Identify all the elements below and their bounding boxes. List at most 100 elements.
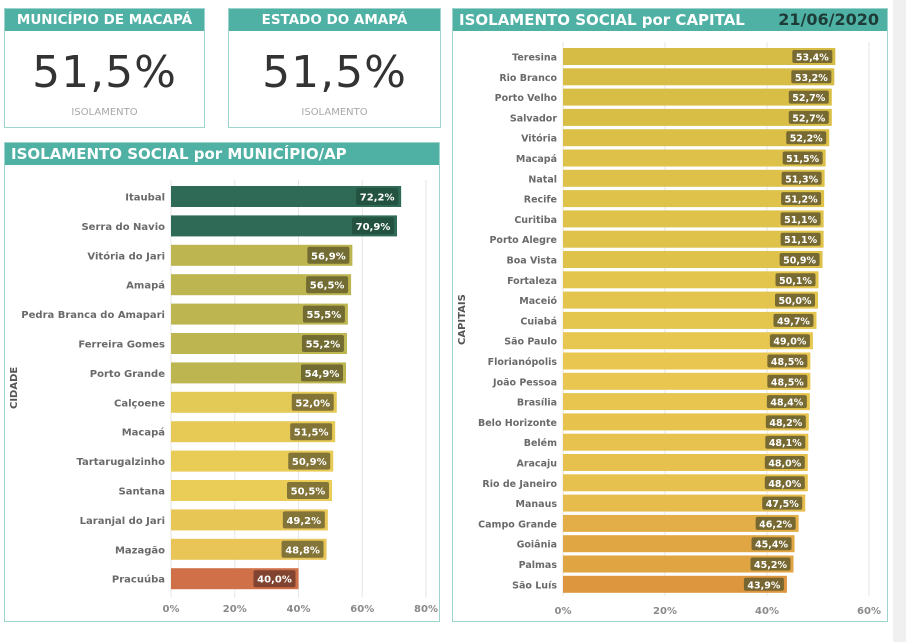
bar	[563, 149, 826, 167]
bar	[563, 454, 808, 471]
data-label-background	[291, 393, 334, 411]
bar	[563, 433, 809, 451]
data-label-background	[769, 334, 810, 348]
data-label-background	[281, 540, 324, 558]
data-label: 51,5%	[786, 154, 819, 165]
bar	[563, 393, 810, 411]
data-label-background	[282, 511, 325, 529]
bar	[563, 575, 787, 593]
data-label: 50,0%	[779, 296, 812, 307]
data-label: 50,5%	[291, 487, 326, 498]
category-label: Campo Grande	[478, 519, 557, 530]
data-label-background	[791, 70, 832, 84]
data-label: 49,7%	[777, 316, 810, 327]
bar	[563, 474, 808, 492]
category-label: Macapá	[122, 427, 165, 439]
panel-title: ISOLAMENTO SOCIAL por CAPITAL 21/06/2020	[453, 9, 887, 31]
data-label: 49,0%	[773, 337, 806, 348]
data-label-background	[780, 212, 821, 226]
date-label: 21/06/2020	[778, 10, 879, 29]
bar	[171, 274, 352, 296]
bar	[563, 535, 795, 553]
category-label: Vitória	[521, 134, 557, 145]
kpi-value: 51,5%	[32, 47, 177, 98]
data-label-background	[351, 217, 394, 235]
bar	[563, 514, 799, 532]
data-label-background	[765, 415, 806, 429]
data-label: 46,2%	[759, 519, 792, 530]
category-label: Mazagão	[115, 545, 165, 556]
capital-bar-chart: 0% 20% 40% 60% Teresina 53,4% Rio Branco 53,2% P…	[478, 42, 881, 617]
data-label: 51,2%	[785, 195, 818, 206]
data-label-background	[765, 435, 806, 449]
data-label-background	[751, 537, 792, 551]
bar	[563, 251, 823, 268]
category-label: Calçoene	[114, 398, 165, 409]
data-label: 56,9%	[311, 251, 346, 262]
x-tick-label: 20%	[653, 606, 677, 617]
category-label: Rio Branco	[499, 73, 557, 84]
data-label: 48,8%	[285, 545, 320, 556]
category-label: João Pessoa	[492, 377, 557, 388]
category-label: Salvador	[510, 113, 557, 124]
category-label: Fortaleza	[507, 276, 557, 287]
bar	[563, 291, 818, 309]
bar	[171, 186, 402, 207]
category-label: Macapá	[516, 154, 557, 165]
data-label: 50,9%	[292, 457, 327, 468]
category-label: Amapá	[126, 280, 165, 292]
category-label: Laranjal do Jari	[80, 516, 165, 527]
category-label: Tartarugalzinho	[77, 457, 166, 468]
data-label: 45,2%	[754, 560, 787, 571]
category-label: Goiânia	[517, 540, 557, 551]
category-label: Pracuúba	[112, 574, 165, 586]
data-label: 52,7%	[792, 113, 825, 124]
bar	[563, 352, 811, 370]
category-label: São Paulo	[504, 337, 557, 348]
category-label: Cuiabá	[520, 316, 557, 327]
category-label: Porto Alegre	[489, 235, 557, 246]
data-label: 51,1%	[784, 215, 817, 226]
category-label: Porto Velho	[495, 93, 558, 104]
data-label-background	[301, 335, 344, 352]
x-tick-label: 40%	[755, 606, 779, 617]
panel-title-text: ISOLAMENTO SOCIAL por CAPITAL	[459, 11, 745, 29]
data-label-background	[762, 496, 803, 510]
data-label-background	[755, 516, 796, 530]
kpi-label: ISOLAMENTO	[301, 107, 368, 118]
data-label-background	[786, 131, 827, 145]
bar	[563, 169, 825, 187]
x-tick-label: 80%	[414, 604, 438, 615]
category-label: Teresina	[512, 53, 557, 64]
bar	[563, 108, 832, 126]
data-label-background	[286, 482, 329, 499]
capital-chart-panel: ISOLAMENTO SOCIAL por CAPITAL 21/06/2020…	[452, 8, 888, 622]
municipio-chart-panel: ISOLAMENTO SOCIAL por MUNICÍPIO/AP CIDAD…	[4, 142, 440, 622]
category-label: Santana	[119, 487, 165, 498]
bar	[563, 230, 824, 248]
bar	[563, 210, 824, 228]
kpi-card-municipio: MUNICÍPIO DE MACAPÁ 51,5% ISOLAMENTO	[4, 8, 205, 128]
kpi-card-estado: ESTADO DO AMAPÁ 51,5% ISOLAMENTO	[228, 8, 441, 128]
data-label-background	[300, 364, 343, 382]
category-label: Manaus	[516, 499, 558, 510]
bar	[563, 68, 835, 86]
data-label: 48,0%	[768, 459, 801, 470]
bar	[563, 271, 819, 289]
data-label: 51,5%	[294, 428, 329, 439]
data-label: 49,2%	[286, 516, 321, 527]
category-label: Florianópolis	[488, 357, 558, 368]
data-label-background	[764, 456, 805, 469]
data-label: 48,5%	[771, 377, 804, 388]
data-label: 51,1%	[784, 235, 817, 246]
category-label: Rio de Janeiro	[482, 479, 557, 490]
category-label: Vitória do Jari	[87, 250, 165, 262]
data-label: 50,1%	[779, 276, 812, 287]
data-label: 52,0%	[295, 398, 330, 409]
category-label: Boa Vista	[506, 256, 557, 267]
kpi-title: ESTADO DO AMAPÁ	[229, 9, 440, 31]
data-label-background	[750, 557, 791, 571]
category-label: Natal	[528, 174, 557, 185]
bar	[563, 494, 806, 512]
data-label: 48,0%	[768, 479, 801, 490]
